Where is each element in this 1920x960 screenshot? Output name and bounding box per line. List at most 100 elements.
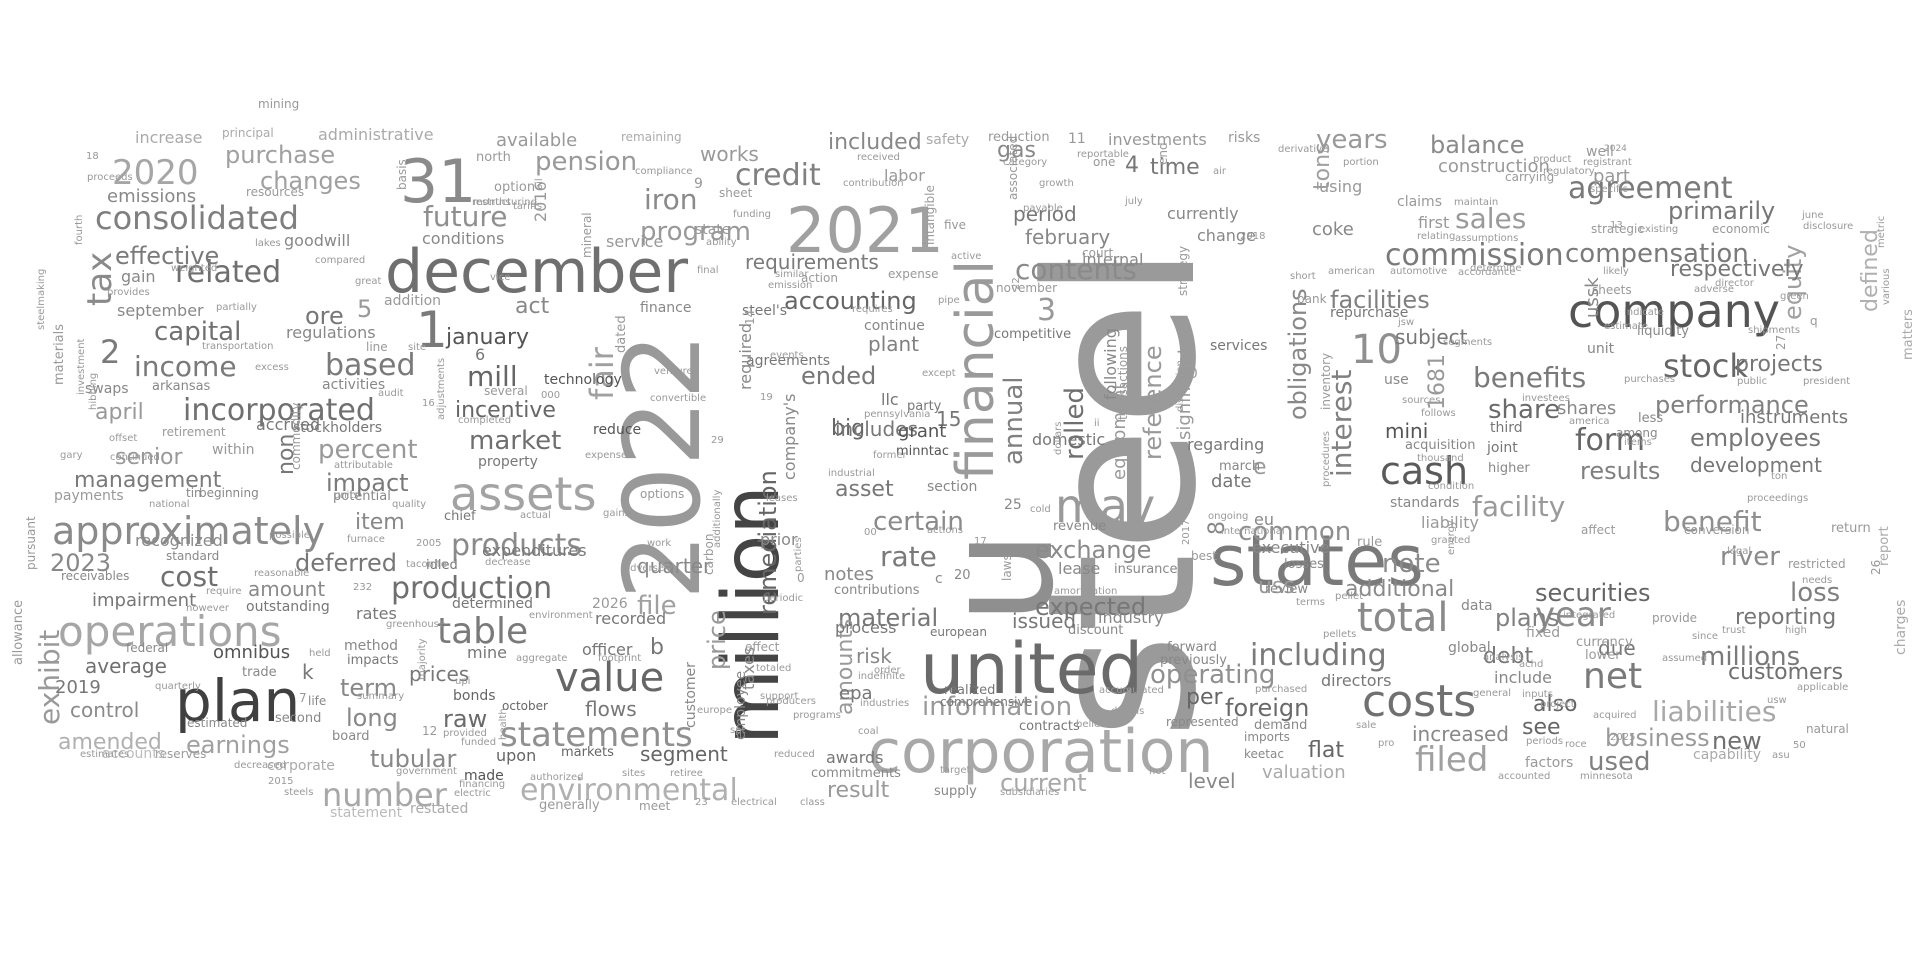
cloud-word: internal bbox=[1082, 250, 1144, 269]
cloud-word: april bbox=[95, 400, 144, 425]
cloud-word: affect bbox=[1581, 523, 1616, 537]
cloud-word: accounts bbox=[102, 746, 166, 762]
cloud-word: july bbox=[1125, 196, 1143, 207]
cloud-word: inputs bbox=[1522, 689, 1553, 700]
cloud-word: 29 bbox=[711, 435, 724, 446]
cloud-word: former bbox=[873, 450, 907, 461]
cloud-word: regulatory bbox=[1543, 166, 1595, 177]
cloud-word: end bbox=[1156, 142, 1170, 165]
cloud-word: prior bbox=[760, 530, 798, 549]
cloud-word: 27 bbox=[1774, 334, 1788, 350]
cloud-word: ore bbox=[305, 302, 344, 330]
cloud-word: revenue bbox=[1053, 519, 1107, 534]
cloud-word: claims bbox=[1397, 194, 1442, 210]
cloud-word: proceedings bbox=[1747, 493, 1809, 504]
cloud-word: restated bbox=[410, 801, 469, 817]
cloud-word: category bbox=[1003, 157, 1048, 168]
cloud-word: term bbox=[340, 674, 397, 702]
cloud-word: business bbox=[1605, 724, 1710, 752]
cloud-word: adjustments bbox=[436, 357, 447, 420]
cloud-word: 18 bbox=[86, 151, 99, 162]
cloud-word: gary bbox=[60, 450, 83, 461]
cloud-word: property bbox=[478, 454, 538, 470]
cloud-word: used bbox=[1588, 747, 1651, 777]
cloud-word: decrease bbox=[485, 557, 531, 568]
cloud-word: project bbox=[1540, 699, 1575, 710]
cloud-word: automotive bbox=[1390, 266, 1448, 277]
cloud-word: deferred bbox=[295, 549, 397, 577]
cloud-word: common bbox=[1238, 517, 1352, 547]
cloud-word: producers bbox=[766, 696, 817, 707]
cloud-word: purchase bbox=[225, 141, 336, 169]
cloud-word: average bbox=[85, 654, 167, 678]
cloud-word: february bbox=[1025, 225, 1111, 249]
cloud-word: furnace bbox=[347, 534, 385, 545]
cloud-word: november bbox=[996, 281, 1058, 295]
cloud-word: gains bbox=[603, 508, 630, 519]
cloud-word: europe bbox=[697, 705, 732, 716]
cloud-word: 50 bbox=[1793, 740, 1806, 751]
cloud-word: restricted bbox=[1788, 557, 1846, 571]
cloud-word: march bbox=[1219, 459, 1261, 474]
cloud-word: december bbox=[385, 237, 689, 307]
cloud-word: pro bbox=[1378, 738, 1395, 749]
cloud-word: mini bbox=[1385, 419, 1429, 443]
cloud-word: company bbox=[1568, 284, 1781, 338]
cloud-word: liabilities bbox=[1652, 695, 1777, 728]
cloud-word: steels bbox=[284, 787, 314, 798]
cloud-word: labor bbox=[884, 166, 925, 185]
cloud-word: quality bbox=[392, 499, 427, 510]
cloud-word: purchased bbox=[1255, 684, 1308, 695]
cloud-word: registrant bbox=[1583, 157, 1632, 168]
cloud-word: quarter bbox=[637, 554, 712, 578]
cloud-word: include bbox=[1494, 668, 1552, 687]
cloud-word: believe bbox=[1076, 719, 1113, 730]
cloud-word: federal bbox=[126, 641, 169, 655]
cloud-word: eu bbox=[1254, 510, 1274, 529]
cloud-word: 10 bbox=[1351, 327, 1402, 373]
cloud-word: estimate bbox=[1604, 321, 1649, 332]
cloud-word: facilities bbox=[1330, 286, 1430, 314]
cloud-word: reduced bbox=[774, 749, 815, 760]
cloud-word: flows bbox=[585, 697, 637, 721]
cloud-word: industrial bbox=[828, 468, 875, 479]
cloud-word: terms bbox=[1296, 597, 1325, 608]
cloud-word: taconite bbox=[406, 559, 447, 570]
cloud-word: cost bbox=[160, 560, 219, 593]
cloud-word: commodity bbox=[289, 402, 303, 470]
cloud-word: upon bbox=[496, 746, 537, 765]
cloud-word: k bbox=[302, 660, 314, 684]
cloud-word: president bbox=[1803, 376, 1851, 387]
cloud-word: outstanding bbox=[246, 599, 330, 615]
cloud-word: five bbox=[944, 218, 967, 232]
cloud-word: beginning bbox=[199, 486, 259, 500]
cloud-word: 2017 bbox=[1181, 519, 1192, 545]
cloud-word: may bbox=[1055, 479, 1156, 533]
cloud-word: details bbox=[1111, 706, 1145, 717]
cloud-word: gain bbox=[121, 267, 156, 286]
cloud-word: disclosure bbox=[1803, 221, 1854, 232]
cloud-word: applicable bbox=[1797, 682, 1849, 693]
cloud-word: maintain bbox=[1454, 197, 1499, 208]
cloud-word: expected bbox=[1035, 593, 1147, 621]
cloud-word: additional bbox=[1345, 577, 1455, 602]
cloud-word: industries bbox=[860, 698, 910, 709]
cloud-word: 0 bbox=[797, 571, 805, 585]
cloud-word: party bbox=[907, 399, 942, 414]
cloud-word: grant bbox=[898, 421, 947, 442]
cloud-word: pursuant bbox=[24, 516, 38, 570]
cloud-word: reportable bbox=[1077, 149, 1129, 160]
cloud-word: determine bbox=[1470, 263, 1522, 274]
cloud-word: exchange bbox=[1035, 536, 1152, 564]
cloud-word: imports bbox=[1244, 730, 1290, 744]
cloud-word: industry bbox=[1098, 608, 1164, 627]
cloud-word: see bbox=[1522, 715, 1561, 740]
cloud-word: weighted bbox=[171, 263, 218, 274]
cloud-word: costs bbox=[1362, 676, 1477, 727]
cloud-word: remaining bbox=[621, 130, 682, 144]
cloud-word: omnibus bbox=[213, 642, 291, 663]
cloud-word: 17 bbox=[974, 536, 987, 547]
cloud-word: method bbox=[344, 638, 399, 654]
cloud-word: legal bbox=[1727, 546, 1752, 557]
cloud-word: credit bbox=[735, 158, 821, 193]
